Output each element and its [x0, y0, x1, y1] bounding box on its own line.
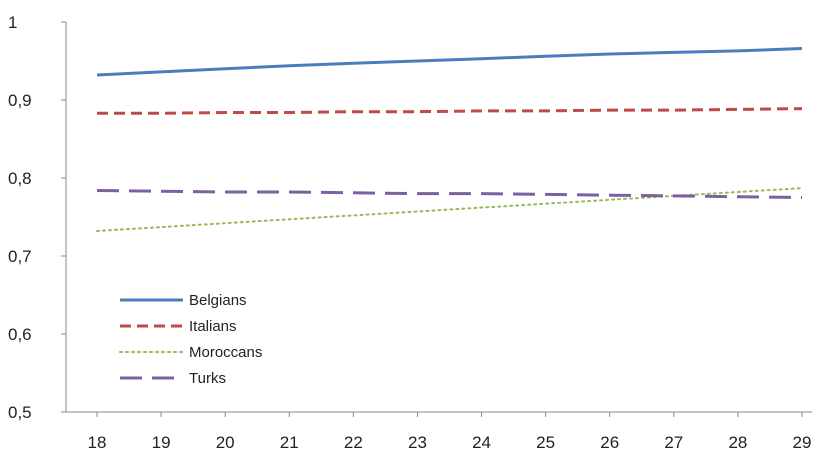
legend-label-moroccans: Moroccans: [189, 344, 262, 361]
y-tick-label: 0,7: [8, 247, 32, 266]
x-tick-label: 19: [152, 433, 171, 452]
y-tick-label: 0,6: [8, 325, 32, 344]
x-tick-label: 23: [408, 433, 427, 452]
y-axis-ticks: 0,5 0,6 0,7 0,8 0,9 1: [8, 13, 66, 422]
legend: Belgians Italians Moroccans Turks: [119, 292, 262, 387]
x-tick-label: 22: [344, 433, 363, 452]
y-tick-label: 0,5: [8, 403, 32, 422]
x-tick-label: 18: [88, 433, 107, 452]
legend-label-belgians: Belgians: [189, 292, 247, 309]
x-axis-ticks: 18 19 20 21 22 23 24 25 26 27 28 29: [88, 412, 812, 452]
x-tick-label: 21: [280, 433, 299, 452]
series-line-italians: [97, 107, 803, 115]
x-tick-label: 27: [664, 433, 683, 452]
y-tick-label: 1: [8, 13, 17, 32]
x-tick-label: 25: [536, 433, 555, 452]
series-line-belgians: [96, 47, 803, 77]
y-tick-label: 0,9: [8, 91, 32, 110]
y-tick-label: 0,8: [8, 169, 32, 188]
x-tick-label: 29: [793, 433, 812, 452]
x-tick-label: 26: [600, 433, 619, 452]
series-lines: [96, 47, 803, 232]
series-line-turks: [96, 189, 803, 199]
legend-label-turks: Turks: [189, 370, 226, 387]
x-tick-label: 24: [472, 433, 491, 452]
legend-label-italians: Italians: [189, 318, 237, 335]
x-tick-label: 20: [216, 433, 235, 452]
x-tick-label: 28: [728, 433, 747, 452]
